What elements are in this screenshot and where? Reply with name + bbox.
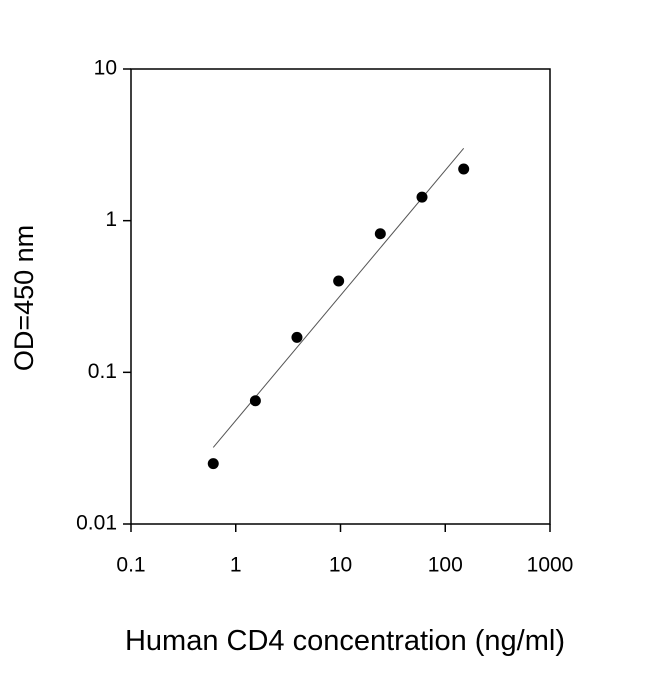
x-tick-label: 0.1 bbox=[116, 554, 145, 577]
data-point bbox=[458, 163, 470, 175]
data-point bbox=[291, 331, 303, 343]
x-tick-label: 100 bbox=[428, 554, 463, 577]
y-axis-label: OD=450 nm bbox=[9, 225, 39, 371]
plot-frame bbox=[130, 68, 551, 525]
y-tick-label: 0.01 bbox=[76, 512, 117, 535]
y-tick-label: 1 bbox=[105, 208, 117, 231]
data-point bbox=[416, 191, 428, 203]
y-tick-label: 10 bbox=[94, 57, 117, 80]
x-tick-label: 10 bbox=[329, 554, 352, 577]
data-point bbox=[333, 275, 345, 287]
x-axis-label: Human CD4 concentration (ng/ml) bbox=[125, 625, 565, 657]
data-point bbox=[207, 458, 219, 470]
x-tick-label: 1000 bbox=[527, 554, 574, 577]
data-point bbox=[374, 228, 386, 240]
data-point bbox=[249, 395, 261, 407]
y-tick-label: 0.1 bbox=[88, 360, 117, 383]
x-tick-label: 1 bbox=[230, 554, 242, 577]
